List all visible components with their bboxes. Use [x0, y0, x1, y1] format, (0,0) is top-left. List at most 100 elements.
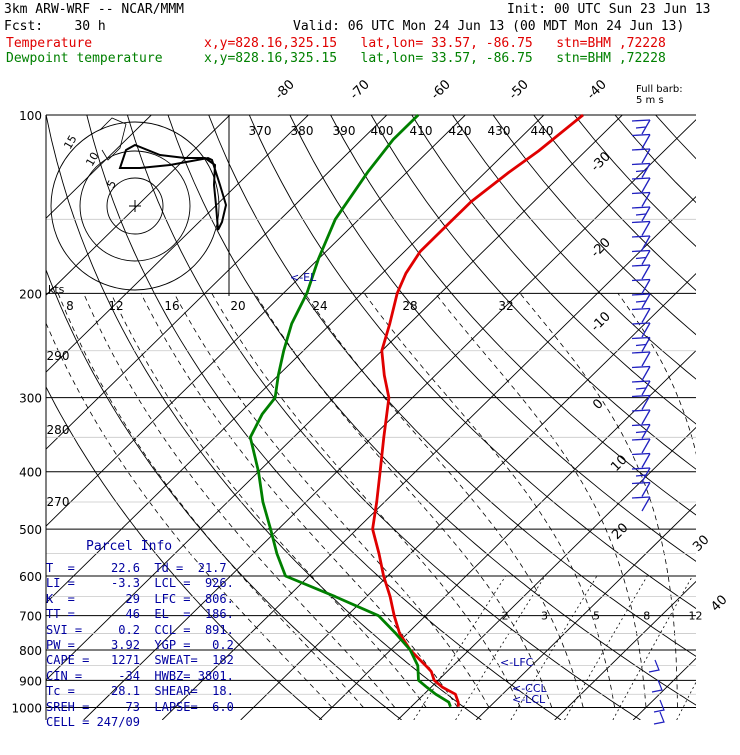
wind-barb-flag: [632, 120, 650, 121]
wind-barb-shaft: [642, 483, 650, 497]
isotherm-label: 30: [690, 533, 712, 555]
pressure-tick-label: 400: [19, 466, 42, 480]
dry-adiabat: [249, 115, 740, 720]
isotherm-label: 40: [708, 593, 730, 615]
wind-barb-flag: [636, 345, 646, 346]
wind-barb-shaft: [642, 280, 650, 294]
mixing-ratio-label: 2: [502, 610, 509, 623]
dry-adiabat: [290, 115, 740, 720]
hodograph-units: kts: [48, 283, 65, 296]
parcel-info-row: CAPE = 1271 SWEAT= 182: [46, 653, 232, 668]
hodograph-speed-label: 16: [164, 299, 179, 313]
theta-label: 410: [410, 124, 433, 138]
hodograph-ring-label: 15: [61, 133, 79, 152]
wind-barb: [632, 135, 650, 149]
isotherm-line: [712, 115, 740, 720]
isotherm-label: -10: [588, 309, 614, 335]
lfc-label: <-LFC: [500, 656, 534, 669]
wind-barb-legend: Full barb: 5 m s: [636, 84, 683, 106]
wind-barb: [632, 497, 650, 511]
wind-barb: [632, 251, 650, 265]
wind-barb: [632, 381, 650, 395]
wind-barb: [654, 712, 664, 724]
parcel-info-row: K = 29 LFC = 806.: [46, 592, 232, 607]
mixing-ratio-label: 3: [541, 610, 548, 623]
wind-barb: [632, 338, 650, 352]
wind-barb-flag: [632, 483, 650, 484]
wind-barb-flag: [632, 294, 650, 295]
moist-adiabat: [718, 293, 740, 707]
mixing-ratio-label: 12: [689, 610, 703, 623]
wind-barb: [632, 149, 650, 163]
wind-barb: [654, 700, 664, 712]
theta-label: 370: [249, 124, 272, 138]
parcel-info-row: TT = 46 EL = 186.: [46, 607, 232, 622]
moist-adiabat: [255, 293, 552, 707]
wind-barb-flag: [632, 367, 650, 368]
wind-barb-flag: [632, 338, 650, 339]
wind-barb-shaft: [642, 410, 650, 424]
wind-barb-flag: [632, 439, 650, 440]
wind-barb-shaft: [642, 178, 650, 192]
theta-side-label: 280: [47, 423, 70, 437]
dry-adiabat: [574, 115, 740, 720]
theta-label: 380: [291, 124, 314, 138]
parcel-info-row: SREH = 73 LAPSE= 6.0: [46, 700, 232, 715]
dry-adiabat: [453, 115, 740, 720]
hodograph-ring-label: 10: [83, 150, 101, 169]
wind-barb-flag: [632, 135, 650, 136]
wind-barb-flag: [632, 164, 650, 165]
moist-adiabat: [618, 293, 712, 707]
pressure-tick-label: 900: [19, 674, 42, 688]
lcl-label: <-LCL: [512, 693, 546, 706]
isotherm-label: -80: [272, 77, 298, 103]
isotherm-line: [555, 115, 740, 720]
wind-barb-flag: [632, 396, 650, 397]
wind-barb-flag: [632, 236, 650, 237]
wind-barb: [632, 483, 650, 497]
isotherm-label: 0: [590, 396, 606, 412]
wind-barb-flag: [632, 207, 650, 208]
wind-barb-shaft: [642, 265, 650, 279]
theta-side-label: 290: [47, 349, 70, 363]
wind-barb: [632, 120, 650, 134]
wind-barb-flag: [632, 352, 650, 353]
theta-side-label: 270: [47, 495, 70, 509]
wind-barb-flag: [632, 454, 650, 455]
isotherm-label: -70: [347, 77, 373, 103]
wind-barb-flag: [636, 258, 646, 259]
hodograph-speed-label: 32: [498, 299, 513, 313]
hodograph-ring-label: 5: [104, 178, 119, 191]
theta-label: 420: [449, 124, 472, 138]
wind-barb-flag: [632, 251, 650, 252]
dry-adiabat: [656, 115, 740, 720]
hodograph-speed-label: 28: [402, 299, 417, 313]
hodograph-speed-label: 8: [66, 299, 74, 313]
wind-barb: [632, 439, 650, 453]
profiles: [250, 115, 583, 707]
wind-barb-flag: [632, 265, 650, 266]
isotherm-label: 20: [609, 521, 631, 543]
parcel-levels: <-EL<-LFC<-CCL<-LCL: [290, 271, 548, 706]
wind-barb-flag: [632, 497, 650, 498]
dry-adiabat: [371, 115, 740, 720]
wind-barb-flag: [632, 222, 650, 223]
pressure-tick-label: 500: [19, 523, 42, 537]
pressure-tick-label: 600: [19, 570, 42, 584]
wind-barb: [632, 207, 650, 221]
pressure-tick-label: 800: [19, 644, 42, 658]
wind-barb: [632, 164, 650, 178]
wind-barb: [632, 309, 650, 323]
dry-adiabat: [696, 115, 740, 720]
isotherm-label: -20: [588, 235, 614, 261]
hodograph-speed-label: 12: [108, 299, 123, 313]
wind-barb-flag: [632, 193, 650, 194]
wind-barb-flag: [636, 171, 646, 172]
parcel-info-row: PW = 3.92 YGP = 0.2: [46, 638, 232, 653]
theta-label: 390: [333, 124, 356, 138]
wind-barb-shaft: [642, 367, 650, 381]
theta-label: 440: [531, 124, 554, 138]
hodograph-speed-label: 24: [312, 299, 327, 313]
barb-legend-line1: Full barb:: [636, 84, 683, 95]
